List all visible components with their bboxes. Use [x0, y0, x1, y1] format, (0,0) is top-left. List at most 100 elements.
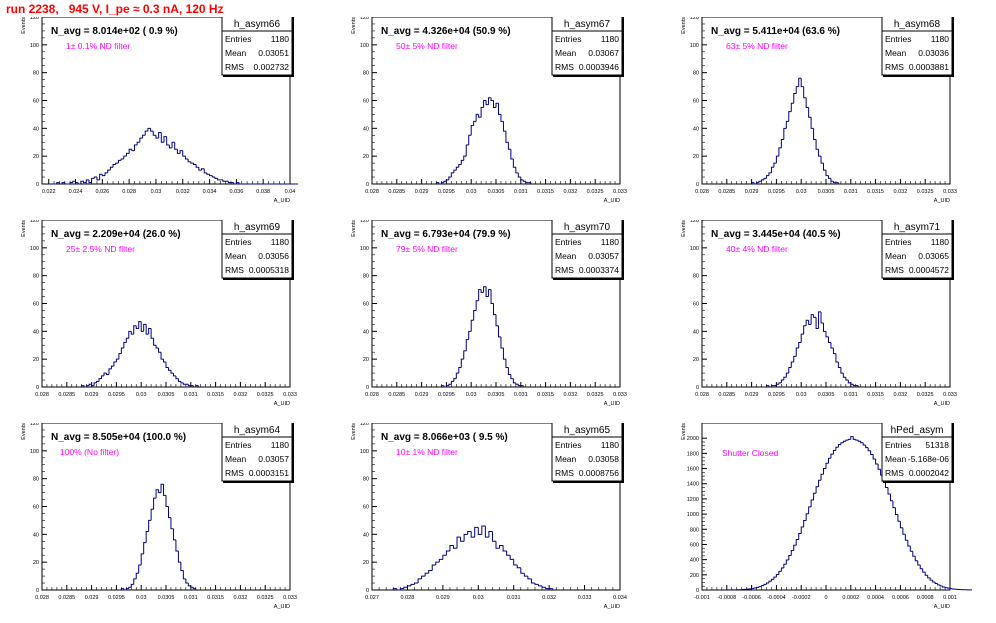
- y-tick-label: 1800: [687, 451, 699, 457]
- x-tick-label: 0.031: [514, 189, 528, 195]
- histogram-bin: [781, 139, 783, 147]
- y-tick-label: 100: [690, 43, 699, 49]
- histogram-bin: [218, 178, 221, 179]
- histogram-bin: [108, 170, 111, 173]
- histogram-bin: [491, 290, 493, 304]
- y-tick-label: 200: [690, 573, 699, 579]
- x-tick-label: 0.0315: [537, 392, 554, 398]
- histogram-bin: [781, 380, 783, 383]
- stats-label-rms: RMS: [885, 265, 904, 275]
- stats-value-rms: 0.0003374: [579, 265, 619, 275]
- x-tick-label: -0.0006: [742, 595, 761, 601]
- x-tick-label: 0.028: [695, 189, 709, 195]
- histogram-bin: [397, 589, 401, 590]
- y-tick-label: 120: [30, 220, 39, 224]
- histogram-bin: [451, 381, 453, 384]
- histogram-bin: [453, 545, 457, 548]
- y-tick-label: 60: [33, 99, 39, 105]
- histogram-bin: [461, 359, 463, 367]
- histogram-bin: [228, 181, 231, 182]
- histogram-bin: [521, 177, 523, 180]
- y-tick-label: 1400: [687, 482, 699, 488]
- histogram-bin: [791, 551, 793, 556]
- x-tick-label: 0.03: [136, 392, 147, 398]
- stats-label-entries: Entries: [555, 440, 581, 450]
- x-tick-label: 0.028: [365, 392, 379, 398]
- x-tick-label: 0.0295: [108, 595, 125, 601]
- histogram-bin: [769, 581, 771, 583]
- x-tick-label: 0.031: [507, 595, 521, 601]
- stats-value-rms: 0.0003881: [909, 62, 949, 72]
- stats-box-shadow: [292, 17, 294, 77]
- y-tick-label: 800: [690, 527, 699, 533]
- y-tick-label: 40: [33, 126, 39, 132]
- y-tick-label: 0: [36, 588, 39, 594]
- histogram-bin: [833, 450, 835, 454]
- stats-box-shadow: [952, 17, 954, 77]
- stats-label-mean: Mean: [555, 454, 577, 464]
- y-tick-label: 40: [33, 532, 39, 538]
- histogram-bin: [819, 480, 821, 486]
- histogram-bin: [456, 167, 458, 170]
- x-tick-label: 0.0285: [58, 392, 75, 398]
- stats-value-entries: 1180: [601, 440, 620, 450]
- x-tick-label: 0.0305: [158, 595, 175, 601]
- x-tick-label: 0.0315: [867, 392, 884, 398]
- histogram-bin: [816, 487, 818, 493]
- histogram-bin: [173, 373, 175, 376]
- histogram-bin: [863, 443, 865, 445]
- y-axis-label: Events: [21, 220, 27, 237]
- histogram-bin: [766, 583, 768, 584]
- histogram-bin: [794, 94, 796, 104]
- x-tick-label: 0.0305: [488, 392, 505, 398]
- y-tick-label: 80: [693, 274, 699, 280]
- histogram-bin: [76, 181, 79, 182]
- histogram-bin: [940, 585, 942, 586]
- x-tick-label: 0.03: [466, 392, 477, 398]
- histogram-bin: [776, 156, 778, 163]
- histogram-bin: [178, 551, 180, 562]
- histogram-bin: [183, 383, 185, 384]
- histogram-bin: [446, 180, 448, 181]
- histogram-bin: [786, 560, 788, 564]
- y-tick-label: 100: [360, 43, 369, 49]
- x-tick-label: 0.03: [473, 595, 484, 601]
- stats-label-mean: Mean: [225, 454, 247, 464]
- x-tick-label: 0.0295: [438, 392, 455, 398]
- stats-label-entries: Entries: [555, 34, 581, 44]
- histogram-bin: [764, 584, 766, 585]
- histogram-bin: [791, 362, 793, 368]
- histogram-bin: [925, 572, 927, 575]
- histogram-bin: [191, 586, 193, 587]
- y-tick-label: 0: [696, 182, 699, 188]
- histogram-bin: [449, 177, 451, 180]
- x-tick-label: 0.03: [466, 189, 477, 195]
- histogram-bin: [144, 543, 146, 554]
- y-tick-label: 60: [363, 99, 369, 105]
- histogram-bin: [517, 565, 521, 568]
- histogram-bin: [821, 312, 823, 323]
- histogram-bin: [498, 326, 500, 337]
- stats-label-mean: Mean: [225, 251, 247, 261]
- histogram-bin: [836, 354, 838, 362]
- histogram-bin: [131, 584, 133, 587]
- y-tick-label: 20: [693, 154, 699, 160]
- histogram-bin: [118, 160, 121, 163]
- y-axis-label: Events: [21, 17, 27, 34]
- histogram-bin: [851, 383, 853, 384]
- x-tick-label: 0.031: [184, 595, 198, 601]
- y-tick-label: 100: [690, 246, 699, 252]
- histogram-bin: [814, 128, 816, 139]
- stats-value-entries: 1180: [931, 34, 950, 44]
- x-tick-label: 0.0006: [892, 595, 909, 601]
- y-tick-label: 600: [690, 542, 699, 548]
- histogram-bin: [898, 514, 900, 521]
- x-tick-label: 0.03: [136, 595, 147, 601]
- x-tick-label: 0.033: [283, 392, 297, 398]
- histogram-bin: [764, 178, 766, 179]
- histogram-bin: [446, 551, 450, 555]
- histogram-bin: [786, 121, 788, 128]
- histogram-bin: [466, 145, 468, 156]
